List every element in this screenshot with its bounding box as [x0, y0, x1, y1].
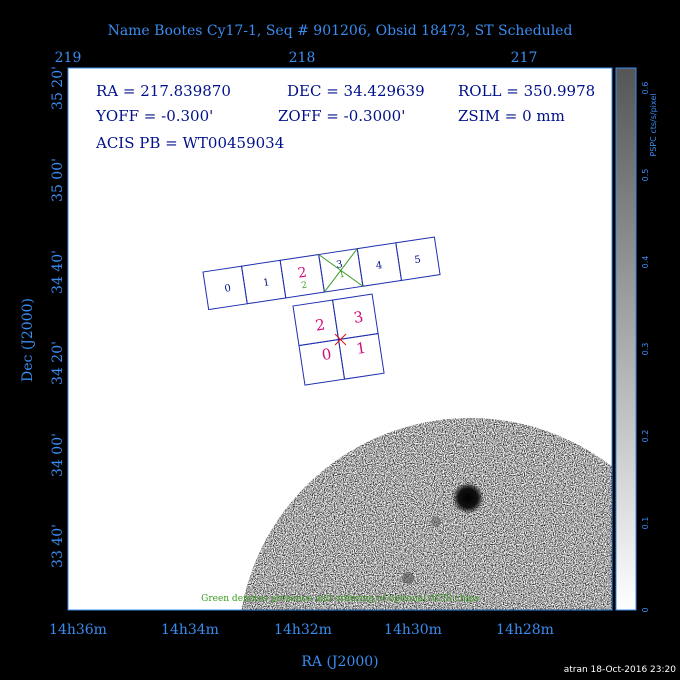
optional-chip-order: 2 — [301, 281, 308, 292]
info-ra: RA = 217.839870 — [96, 82, 231, 100]
chip-label: 0 — [321, 345, 333, 364]
chip-label: 2 — [314, 316, 326, 335]
info-yoff: YOFF = -0.300' — [95, 107, 213, 125]
footer: atran 18-Oct-2016 23:20 — [564, 665, 677, 675]
aimpoint — [334, 333, 347, 346]
info-acis-pb: ACIS PB = WT00459034 — [95, 134, 284, 152]
left-tick: 34 40' — [50, 250, 66, 294]
colorbar-tick: 0.2 — [641, 430, 650, 443]
x-axis-label: RA (J2000) — [301, 654, 378, 670]
info-roll: ROLL = 350.9978 — [458, 82, 595, 100]
acis-s-array: 0 1 2 3 4 5 2 1 — [202, 236, 441, 311]
y-axis-label: Dec (J2000) — [20, 298, 36, 382]
acis-i-array: 2 3 0 1 — [292, 293, 385, 386]
chip-label: 1 — [355, 339, 367, 358]
bottom-tick: 14h36m — [49, 622, 107, 638]
chip-label: 4 — [375, 260, 383, 272]
left-tick: 34 00' — [50, 433, 66, 477]
top-tick: 219 — [55, 50, 82, 66]
left-tick: 35 20' — [50, 66, 66, 110]
colorbar-labels: 0 0.1 0.2 0.3 0.4 0.5 0.6 PSPC cts/s/pix… — [641, 82, 658, 613]
left-tick: 34 20' — [50, 341, 66, 385]
optional-chip-order: 1 — [338, 270, 345, 281]
colorbar-tick: 0.1 — [641, 517, 650, 530]
info-dec: DEC = 34.429639 — [287, 82, 425, 100]
colorbar-label: PSPC cts/s/pixel — [649, 93, 658, 156]
chip-label: 1 — [262, 277, 270, 289]
bottom-tick: 14h34m — [161, 622, 219, 638]
colorbar-tick: 0.6 — [641, 82, 650, 95]
chip-label: 5 — [414, 254, 422, 266]
left-tick: 33 40' — [50, 524, 66, 568]
info-zoff: ZOFF = -0.3000' — [278, 107, 405, 125]
note: Green denotes presence and ordering of o… — [201, 594, 479, 604]
bottom-tick: 14h30m — [384, 622, 442, 638]
colorbar-tick: 0.4 — [641, 256, 650, 269]
left-tick: 35 00' — [50, 158, 66, 202]
chip-label: 3 — [336, 259, 344, 271]
bottom-tick: 14h28m — [496, 622, 554, 638]
colorbar-tick: 0.3 — [641, 343, 650, 356]
chip-label: 0 — [224, 283, 232, 295]
chip-label: 2 — [297, 265, 308, 282]
colorbar — [615, 67, 637, 611]
colorbar-tick: 0 — [641, 607, 650, 612]
top-tick: 217 — [511, 50, 538, 66]
info-zsim: ZSIM = 0 mm — [458, 107, 565, 125]
bottom-tick: 14h32m — [274, 622, 332, 638]
title: Name Bootes Cy17-1, Seq # 901206, Obsid … — [108, 23, 573, 39]
colorbar-tick: 0.5 — [641, 169, 650, 182]
chip-label: 3 — [352, 308, 364, 327]
top-tick: 218 — [289, 50, 316, 66]
